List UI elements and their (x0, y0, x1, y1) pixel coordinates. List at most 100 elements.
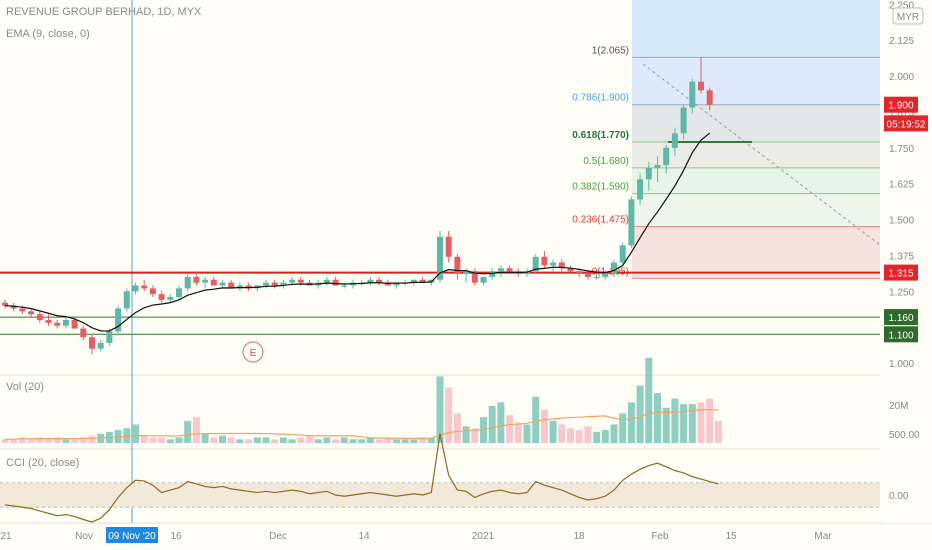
candle (245, 282, 252, 292)
price-axis[interactable]: 2.250 2.125 2.000 1.875 1.750 1.625 1.500 1.375… (884, 0, 932, 523)
volume-bar (1, 439, 9, 443)
fib-zone (632, 57, 880, 105)
candle-body (45, 319, 52, 323)
candle-body (454, 256, 461, 275)
volume-bar (401, 439, 409, 443)
candle (471, 268, 478, 286)
price-axis-tick: 2.125 (889, 36, 914, 47)
volume-bar (619, 413, 627, 443)
time-axis[interactable]: 21 Nov 09 Nov '20 16 Dec 14 2021 18 Feb 15 Mar (0, 527, 832, 543)
currency-button-frame[interactable] (892, 7, 924, 25)
candle (141, 279, 148, 292)
time-axis-tick: Feb (651, 531, 669, 542)
volume-bar (123, 428, 131, 443)
candle-body (706, 90, 713, 105)
price-tag-label: 05:19:52 (887, 119, 926, 130)
volume-bar (601, 430, 609, 443)
volume-bar (567, 428, 574, 443)
candle (28, 308, 35, 318)
currency-button[interactable]: MYR (892, 7, 924, 25)
candle (671, 127, 678, 157)
candle-body (106, 331, 113, 343)
volume-bar (462, 426, 470, 443)
time-axis-highlight (106, 527, 158, 543)
volume-bar (36, 437, 44, 443)
volume-bar (297, 437, 305, 443)
ema-legend[interactable]: EMA (9, close, 0) (6, 28, 90, 40)
price-tag-label: 1.315 (888, 269, 913, 280)
ema-line (4, 132, 711, 332)
candle-body (115, 308, 122, 332)
volume-bar (227, 437, 235, 443)
candle-body (297, 279, 304, 283)
candle (36, 311, 43, 323)
volume-bar (166, 439, 174, 443)
time-axis-tick: Dec (269, 531, 287, 542)
volume-bar (436, 376, 444, 443)
time-axis-tick: 18 (573, 531, 585, 542)
price-tag: 1.900 (884, 96, 918, 113)
candle (611, 259, 617, 277)
time-axis-tick: 2021 (472, 531, 495, 542)
candle (532, 253, 539, 275)
volume-bar (288, 439, 296, 443)
volume-bar (610, 424, 618, 443)
volume-bar (584, 426, 592, 443)
candle-body (263, 282, 269, 286)
volume-bar (158, 437, 166, 443)
symbol-title[interactable]: REVENUE GROUP BERHAD, 1D, MYX (6, 6, 202, 18)
candle (280, 279, 287, 289)
volume-panel (1, 357, 722, 443)
candle-body (376, 279, 383, 283)
volume-bar (236, 439, 244, 443)
earnings-marker[interactable] (242, 341, 264, 363)
candle-body (10, 305, 17, 309)
candle-body (654, 164, 661, 168)
fib-level-label: 0.618(1.770) (572, 130, 629, 141)
volume-bar (488, 406, 496, 443)
cci-axis-tick: 500.00 (889, 430, 920, 441)
candle-body (202, 279, 209, 283)
time-axis-tick: Mar (814, 531, 832, 542)
candle (593, 274, 600, 280)
candle-body (149, 288, 156, 295)
price-axis-bg (884, 0, 932, 523)
volume-bar (201, 433, 209, 443)
volume-bar (558, 424, 566, 443)
candle-body (532, 256, 539, 272)
currency-button-label[interactable]: MYR (897, 12, 919, 23)
candle-body (567, 268, 574, 272)
candle (80, 325, 87, 341)
volume-legend[interactable]: Vol (20) (6, 381, 44, 393)
price-axis-tick: 1.375 (889, 251, 914, 262)
volume-bar (306, 435, 313, 443)
price-tag-label: 1.900 (888, 101, 913, 112)
volume-bar (271, 439, 279, 443)
cci-legend[interactable]: CCI (20, close) (6, 457, 80, 469)
candle-body (637, 179, 644, 200)
candle (645, 162, 652, 191)
volume-bar (245, 439, 253, 443)
candle (45, 314, 52, 326)
volume-bar (366, 437, 374, 443)
candle (210, 276, 217, 286)
candle-body (437, 236, 443, 280)
candle (437, 230, 443, 283)
volume-bar (332, 439, 340, 443)
volume-bar (10, 439, 18, 443)
volume-bar (706, 398, 714, 443)
price-tag-label: 1.160 (888, 313, 913, 324)
candle-body (19, 308, 26, 312)
cci-line (4, 433, 719, 523)
candle-body (2, 302, 8, 306)
volume-bar (654, 393, 661, 443)
volume-bar (680, 404, 688, 443)
earnings-marker-label: E (250, 348, 257, 359)
volume-bar (62, 439, 70, 443)
volume-bar (688, 404, 696, 443)
candle-body (497, 268, 504, 272)
fibonacci-retracement[interactable]: 1(2.065) 0.786(1.900) 0.618(1.770) 0.5(1.68… (572, 0, 881, 279)
volume-bar (149, 437, 157, 443)
candle-body (71, 319, 78, 329)
